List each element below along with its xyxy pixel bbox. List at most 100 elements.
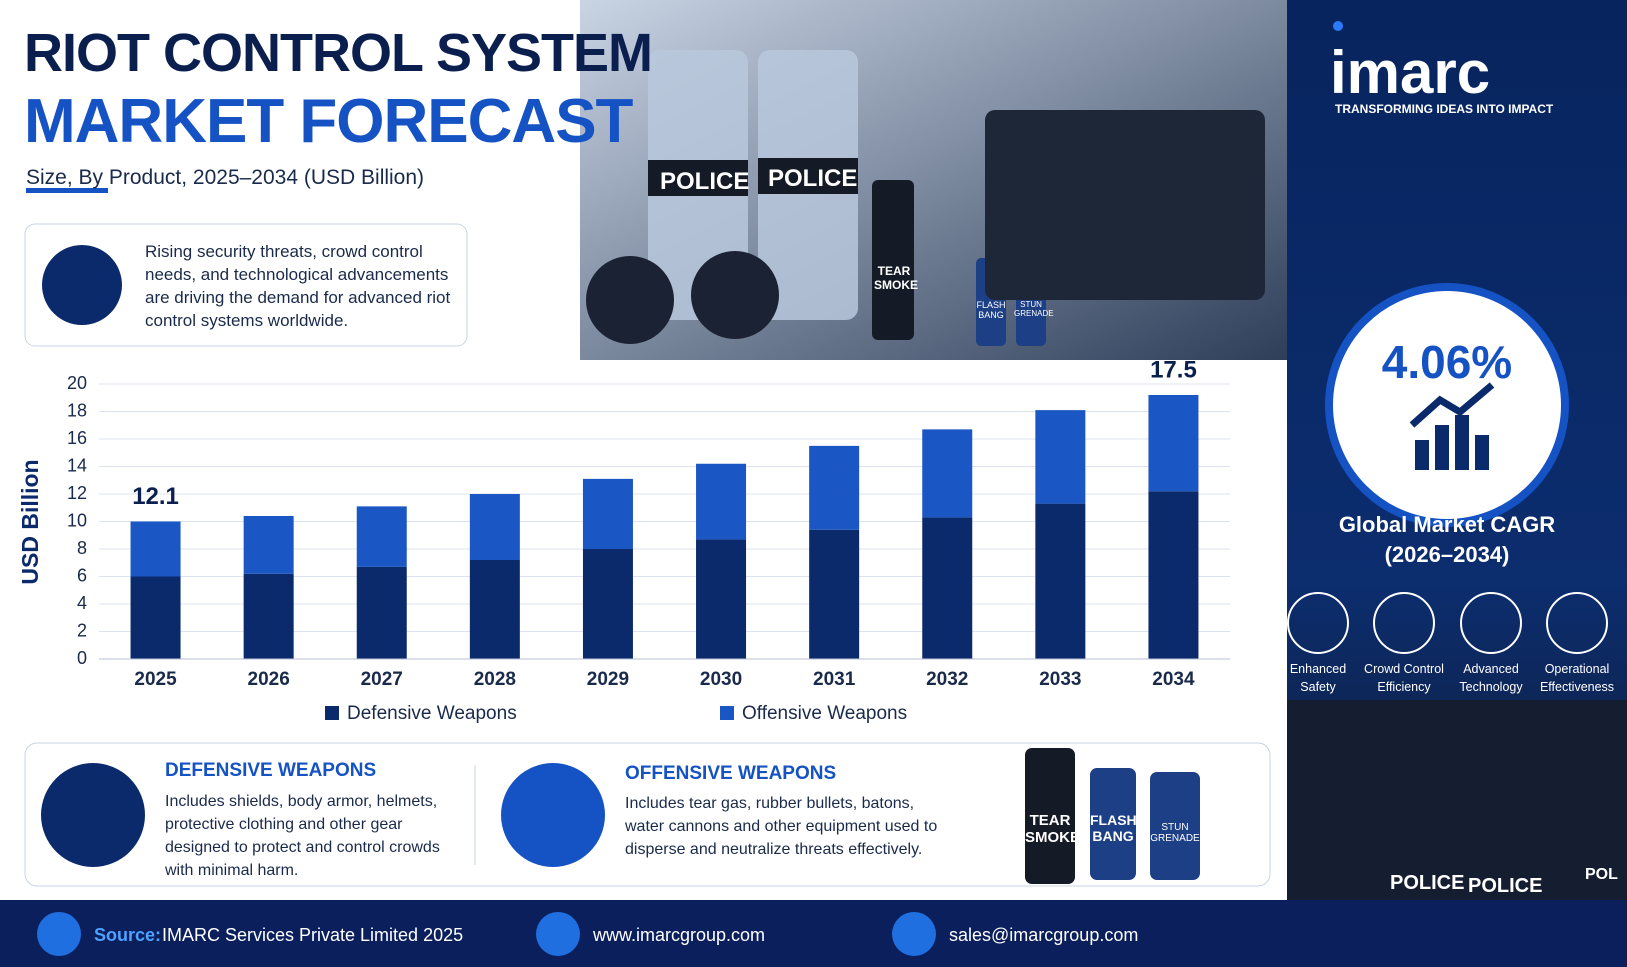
y-tick-label: 2	[77, 620, 87, 640]
x-tick-label: 2031	[813, 669, 856, 690]
canister	[872, 180, 914, 340]
annotation: 17.5	[1150, 360, 1197, 383]
bar-segment	[922, 517, 973, 659]
growth-icon	[1409, 382, 1495, 470]
y-tick-label: 20	[67, 373, 87, 393]
source-icon	[37, 912, 81, 956]
feature-label: Enhanced Safety	[1289, 662, 1347, 694]
bar-segment	[809, 529, 860, 659]
legend-label: Offensive Weapons	[742, 703, 907, 724]
legend-label: Defensive Weapons	[347, 703, 517, 724]
segment-text: Includes tear gas, rubber bullets, baton…	[625, 795, 938, 858]
y-tick-label: 16	[67, 428, 87, 448]
canister-label: TEAR SMOKE	[1025, 812, 1081, 846]
x-tick-label: 2025	[134, 669, 177, 690]
footer-bar	[0, 900, 1627, 967]
bar-segment	[809, 445, 860, 530]
annotation: 12.1	[132, 483, 179, 510]
canister-label: STUN GRENADE	[1014, 300, 1054, 318]
bar-segment	[582, 478, 633, 549]
bar-segment	[1035, 503, 1086, 659]
canister-label: TEAR SMOKE	[874, 264, 919, 292]
crowd-label: POL	[1585, 866, 1618, 883]
bar-segment	[469, 494, 520, 560]
y-axis-title: USD Billion	[17, 459, 43, 584]
subtitle-rule	[26, 188, 108, 193]
bar-segment	[243, 516, 294, 574]
x-tick-label: 2029	[587, 669, 629, 690]
intro-box	[24, 223, 468, 347]
y-tick-label: 0	[77, 648, 87, 668]
source-label: Source:	[94, 925, 162, 945]
bar-segment	[243, 573, 294, 659]
bar-segment	[130, 576, 181, 659]
logo-dot	[1333, 21, 1343, 31]
legend-swatch	[720, 706, 734, 720]
mail-icon	[892, 912, 936, 956]
intro-icon	[42, 245, 122, 325]
shield-label: POLICE	[660, 168, 750, 195]
x-tick-label: 2028	[474, 669, 516, 690]
bar-segment	[696, 463, 747, 540]
canister	[1150, 772, 1200, 880]
tagline: TRANSFORMING IDEAS INTO IMPACT	[1335, 102, 1554, 116]
feature-label: Operational Effectiveness	[1539, 662, 1615, 694]
feature-label: Crowd Control Efficiency	[1364, 662, 1444, 694]
bar-segment	[922, 429, 973, 518]
crowd-label: POLICE	[1390, 872, 1465, 894]
legend-swatch	[325, 706, 339, 720]
feature-icons	[1287, 592, 1608, 654]
bar-segment	[582, 549, 633, 659]
shield-band	[758, 158, 858, 194]
bar-segment	[1148, 395, 1199, 492]
x-tick-label: 2027	[361, 669, 403, 690]
title: MARKET FORECAST	[24, 87, 633, 156]
feature-label: Advanced Technology	[1459, 662, 1523, 694]
bar-segment	[1035, 410, 1086, 504]
web-icon	[536, 912, 580, 956]
source: IMARC Services Private Limited 2025	[162, 925, 464, 945]
bar-segment	[696, 539, 747, 659]
helmet	[691, 251, 779, 339]
y-tick-label: 12	[67, 483, 87, 503]
bar-segment	[469, 560, 520, 659]
intro-text: Rising security threats, crowd control n…	[145, 242, 451, 330]
bar-segment	[130, 521, 181, 577]
cagr-period: (2026–2034)	[1384, 542, 1510, 567]
email[interactable]: sales@imarcgroup.com	[949, 925, 1139, 945]
subtitle: Size, By Product, 2025–2034 (USD Billion…	[26, 166, 425, 189]
y-tick-label: 14	[67, 455, 87, 475]
y-tick-label: 6	[77, 565, 87, 585]
y-tick-label: 8	[77, 538, 87, 558]
chart: USD Billion 0 2 4 6 8 10 12 14 16 18 20 2025 12.1 202…	[17, 360, 1230, 724]
segment-title: OFFENSIVE WEAPONS	[625, 763, 837, 784]
logo: imarc	[1330, 39, 1491, 106]
defensive-icon	[41, 763, 145, 867]
segment-title: DEFENSIVE WEAPONS	[165, 760, 377, 781]
website[interactable]: www.imarcgroup.com	[593, 925, 766, 945]
cagr-value: 4.06%	[1381, 336, 1513, 388]
helmet	[586, 256, 674, 344]
truck	[985, 110, 1265, 300]
canister-label: FLASH BANG	[976, 300, 1006, 320]
y-tick-label: 18	[67, 400, 87, 420]
x-tick-label: 2030	[700, 669, 742, 690]
x-tick-label: 2026	[248, 669, 290, 690]
x-tick-label: 2032	[926, 669, 968, 690]
crowd-label: POLICE	[1468, 875, 1543, 897]
cagr-label: Global Market CAGR	[1338, 512, 1556, 537]
shield-label: POLICE	[768, 165, 858, 192]
canister-label: STUN GRENADE	[1150, 822, 1200, 844]
offensive-icon	[501, 763, 605, 867]
y-tick-label: 10	[67, 510, 87, 530]
segment-text: Includes shields, body armor, helmets, p…	[165, 793, 440, 879]
x-tick-label: 2033	[1039, 669, 1081, 690]
title: RIOT CONTROL SYSTEM	[24, 23, 653, 83]
bar-segment	[356, 506, 407, 567]
x-tick-label: 2034	[1152, 669, 1195, 690]
canister	[1025, 748, 1075, 884]
canister-label: FLASH BANG	[1090, 812, 1137, 844]
y-tick-label: 4	[77, 593, 87, 613]
